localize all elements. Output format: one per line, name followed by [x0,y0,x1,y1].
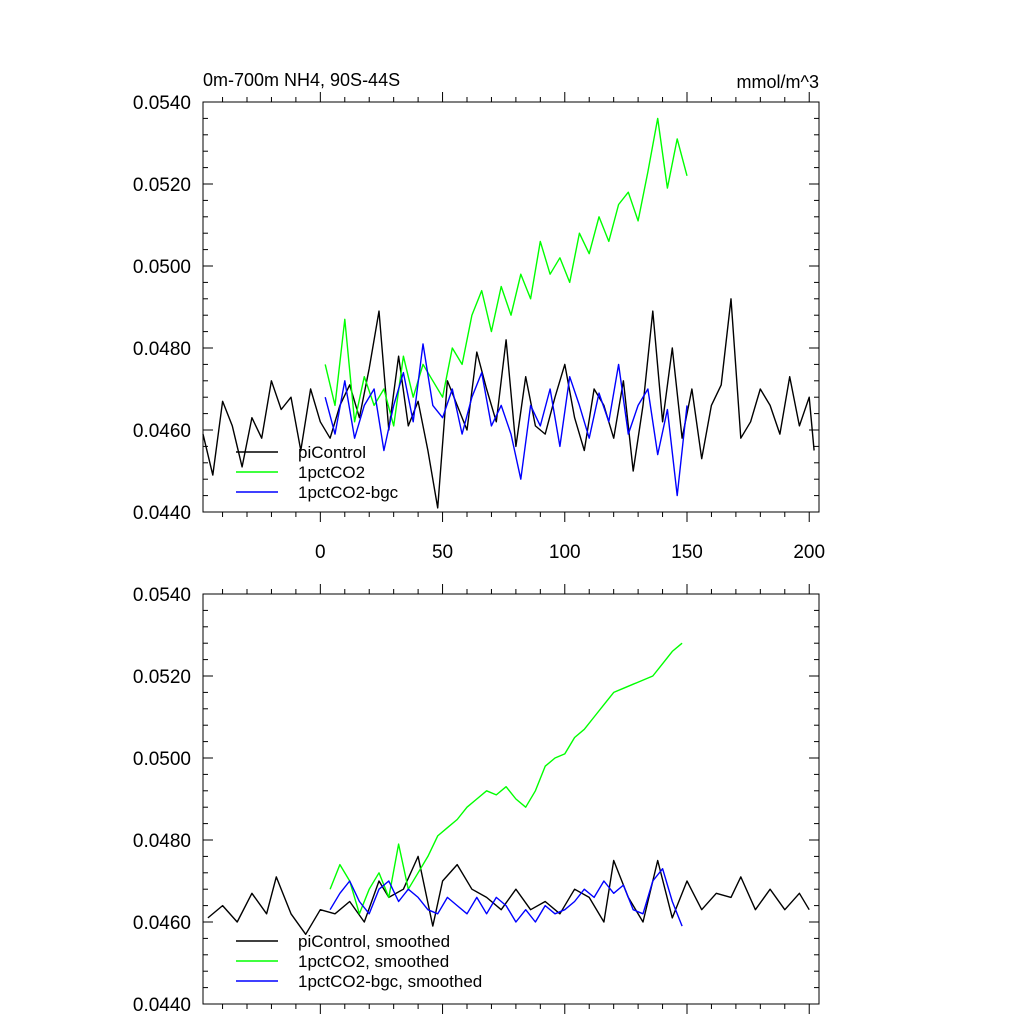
y-tick-label: 0.0440 [133,503,191,524]
chart-panel-1: 0.0440 0.0460 0.0480 0.0500 0.0520 0.0540 0 50 1… [133,70,825,563]
x-tick-label: 0 [315,542,326,563]
legend-label: piControl [298,443,366,462]
series-line-1pctco2-bgc [324,343,688,497]
plot-frame [202,593,820,1005]
y-tick-label: 0.0520 [133,175,191,196]
y-tick-label: 0.0460 [133,421,191,442]
chart-title: 0m-700m NH4, 90S-44S [203,70,400,90]
y-tick-label: 0.0480 [133,831,191,852]
x-tick-label: 100 [549,542,581,563]
series-line-1pctco2 [324,117,688,427]
legend-label: 1pctCO2, smoothed [298,952,449,971]
units-label: mmol/m^3 [737,72,819,92]
y-tick-label: 0.0460 [133,913,191,934]
legend-label: 1pctCO2 [298,463,365,482]
y-tick-label: 0.0480 [133,339,191,360]
series-line-picontrol [202,298,815,509]
x-tick-label: 200 [793,542,825,563]
series-line-1pctco2-bgc-smoothed [329,868,683,927]
x-tick-label: 150 [671,542,703,563]
y-tick-label: 0.0540 [133,93,191,114]
plot-frame [202,101,820,513]
chart-panel-2: 0.0440 0.0460 0.0480 0.0500 0.0520 0.0540 piCo… [133,584,820,1016]
y-tick-label: 0.0500 [133,749,191,770]
x-tick-label: 50 [432,542,453,563]
legend-label: 1pctCO2-bgc [298,483,399,502]
legend-label: 1pctCO2-bgc, smoothed [298,972,482,991]
y-tick-label: 0.0440 [133,995,191,1016]
y-tick-label: 0.0520 [133,667,191,688]
series-line-picontrol-smoothed [207,855,810,935]
y-tick-label: 0.0540 [133,585,191,606]
series-line-1pctco2-smoothed [329,642,683,915]
legend-label: piControl, smoothed [298,932,450,951]
y-tick-label: 0.0500 [133,257,191,278]
